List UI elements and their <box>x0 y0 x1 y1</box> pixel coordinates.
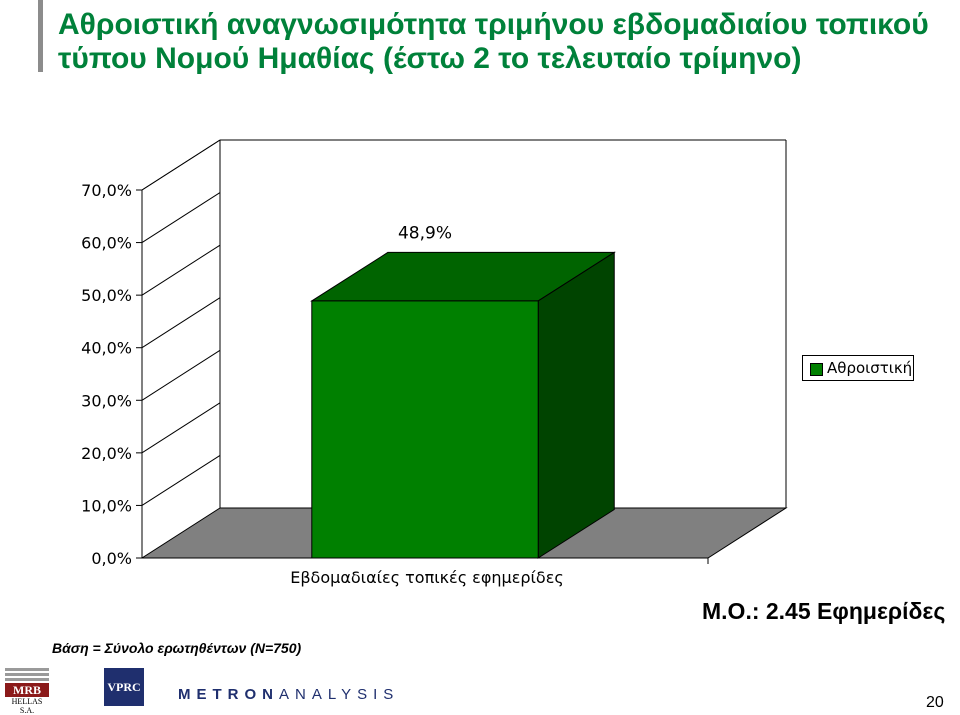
side-wall-gridline <box>141 244 221 296</box>
chart-labels: 48,9% Εβδομαδιαίες τοπικές εφημερίδες <box>290 223 564 587</box>
y-tick-label: 70,0% <box>81 181 132 200</box>
data-label: 48,9% <box>398 223 452 243</box>
legend-swatch <box>810 363 823 376</box>
slide-title: Αθροιστική αναγνωσιμότητα τριμήνου εβδομ… <box>58 8 929 75</box>
side-wall-gridline <box>141 455 221 506</box>
y-tick-label: 0,0% <box>91 549 132 568</box>
y-tick-label: 30,0% <box>81 391 132 410</box>
metron-analysis-logo: METRONANALYSIS <box>178 686 400 703</box>
bar-chart: 0,0%10,0%20,0%30,0%40,0%50,0%60,0%70,0% … <box>81 139 788 587</box>
side-wall-gridline <box>141 192 221 243</box>
side-wall-gridline <box>141 139 221 191</box>
y-tick-label: 50,0% <box>81 286 132 305</box>
side-wall-gridline <box>141 297 221 349</box>
y-axis-ticks: 0,0% 10,0% 20,0% 30,0% 40,0% 50,0% 60,0% 70,0% <box>81 139 221 568</box>
vprc-logo: VPRC <box>104 668 144 706</box>
side-wall-gridline <box>141 402 221 454</box>
y-tick-label: 10,0% <box>81 496 132 515</box>
chart-bars <box>310 251 616 559</box>
bar-side <box>537 251 615 559</box>
y-tick-label: 60,0% <box>81 234 132 253</box>
mean-readership-note: Μ.Ο.: 2.45 Εφημερίδες <box>702 598 946 624</box>
side-wall-gridline <box>141 349 221 401</box>
y-tick-label: 40,0% <box>81 339 132 358</box>
legend-label: Αθροιστική <box>827 359 913 377</box>
base-note: Βάση = Σύνολο ερωτηθέντων (N=750) <box>52 640 302 656</box>
mrb-logo: MRB HELLAS S.A. <box>5 668 49 715</box>
bar-front <box>311 300 539 559</box>
page-number: 20 <box>926 694 944 711</box>
title-accent-bar <box>38 0 43 72</box>
legend: Αθροιστική <box>802 355 914 381</box>
category-label: Εβδομαδιαίες τοπικές εφημερίδες <box>290 568 564 587</box>
y-tick-label: 20,0% <box>81 444 132 463</box>
